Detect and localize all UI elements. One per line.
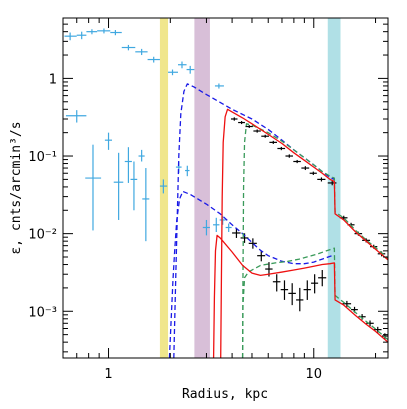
data-point (76, 31, 87, 40)
data-point (185, 165, 190, 177)
data-point (238, 121, 245, 125)
data-point (186, 65, 195, 74)
data-point (219, 215, 226, 225)
tick-labels: 1 10 10⁻³ 10⁻² 10⁻¹ 1 (28, 72, 322, 382)
y-tick-label: 1 (49, 72, 57, 87)
data-point (202, 219, 210, 236)
data-point (130, 161, 138, 211)
errorbar-series (64, 28, 224, 89)
data-point (142, 168, 150, 242)
data-point (317, 177, 326, 182)
model-dashed-line (241, 247, 388, 358)
data-point (232, 228, 241, 238)
data-point (214, 83, 224, 89)
y-axis-title: ε, cnts/arcmin³/s (9, 121, 24, 254)
y-tick-label: 10⁻² (28, 228, 57, 243)
data-point (296, 287, 304, 312)
x-tick-label: 10 (305, 367, 322, 382)
data-point (85, 144, 102, 231)
data-point (309, 171, 317, 175)
model-solid-line (220, 108, 388, 358)
data-point (311, 274, 319, 294)
data-point (261, 134, 269, 138)
data-point (64, 32, 77, 41)
data-point (288, 283, 296, 306)
model-solid-line (212, 234, 388, 358)
data-point (177, 61, 187, 69)
data-point (277, 146, 286, 151)
data-point (147, 56, 160, 63)
x-tick-label: 1 (104, 367, 112, 382)
data-point (230, 117, 238, 121)
data-point (272, 274, 281, 292)
errorbar-series (230, 117, 386, 257)
data-point (245, 125, 253, 128)
axis-ticks (62, 17, 388, 358)
plot-frame (62, 17, 389, 359)
model-dashed-line (168, 190, 335, 358)
data-point (225, 223, 232, 233)
data-point (293, 159, 301, 164)
y-tick-label: 10⁻³ (28, 305, 57, 320)
data-point (124, 147, 132, 183)
data-point (280, 280, 289, 300)
data-point (213, 217, 220, 233)
data-point (104, 132, 113, 150)
data-point (97, 28, 111, 34)
data-point (121, 44, 136, 51)
data-point (113, 152, 124, 220)
y-tick-label: 10⁻¹ (28, 150, 57, 165)
highlight-band (194, 18, 210, 358)
data-point (248, 238, 257, 249)
model-dashed-line (241, 123, 388, 358)
data-point (366, 320, 374, 327)
data-point (269, 140, 277, 144)
data-point (301, 166, 310, 171)
x-axis-title: Radius, kpc (182, 387, 268, 402)
data-point (318, 270, 327, 287)
data-point (135, 48, 148, 56)
data-point (86, 29, 98, 35)
data-point (159, 179, 168, 194)
data-point (285, 154, 293, 158)
data-series (64, 28, 388, 358)
data-point (65, 110, 87, 123)
data-point (168, 69, 178, 76)
data-point (303, 280, 311, 300)
data-point (253, 129, 261, 133)
data-point (138, 149, 145, 162)
data-point (110, 30, 122, 36)
highlight-band (159, 18, 169, 358)
model-dashed-line (173, 83, 335, 358)
data-point (257, 250, 266, 262)
